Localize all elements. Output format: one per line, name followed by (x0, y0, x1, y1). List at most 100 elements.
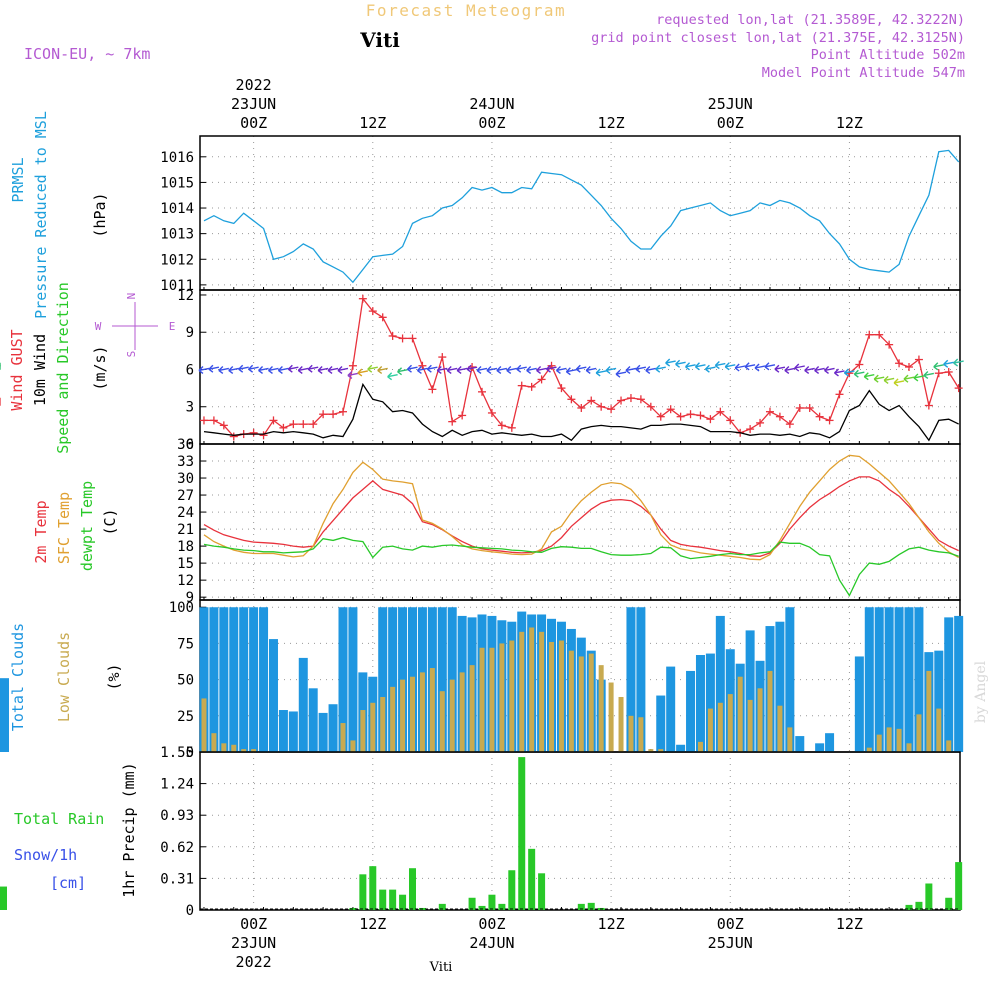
arrow-shaft (635, 366, 647, 370)
wind-direction-arrow (238, 364, 249, 373)
low-cloud-bar (777, 705, 783, 752)
low-cloud-bar (658, 749, 664, 752)
precip-bar (468, 897, 476, 910)
pressure-ytick-label: 1016 (160, 150, 194, 166)
wind-direction-arrow (317, 365, 329, 375)
wind-direction-arrow (267, 365, 279, 375)
arrow-head-2 (307, 368, 313, 373)
pressure-ytick-label: 1012 (160, 252, 194, 268)
arrow-head-1 (943, 359, 949, 365)
low-cloud-bar (539, 631, 545, 752)
pressure-series-line (203, 149, 960, 284)
arrow-head-2 (327, 369, 333, 375)
arrow-shaft (556, 367, 567, 372)
arrow-head-2 (426, 368, 432, 373)
gust-marker (885, 340, 894, 349)
arrow-head-2 (605, 369, 611, 375)
gust-marker (438, 353, 447, 362)
top-axis-label: 24JUN (469, 95, 514, 113)
arrow-head-1 (267, 365, 273, 371)
gust-marker (954, 384, 963, 393)
gust-marker (775, 412, 784, 421)
low-cloud-bar (558, 640, 564, 752)
arrow-shaft (387, 374, 398, 378)
wind-frame (199, 289, 961, 445)
arrow-shaft (754, 365, 766, 369)
total-cloud-bar (795, 736, 805, 752)
wind-direction-arrow (218, 365, 229, 375)
total-cloud-bar (199, 607, 209, 752)
wind-direction-arrow (307, 364, 319, 373)
total-cloud-bar (318, 712, 328, 752)
arrow-head-2 (357, 372, 363, 377)
total-cloud-bar (378, 607, 388, 752)
wind-ytick-label: 6 (186, 362, 194, 378)
total-cloud-bar (219, 607, 229, 752)
arrow-shaft (943, 361, 954, 365)
gust-marker (865, 330, 874, 339)
wind-direction-arrow (635, 364, 647, 373)
total-cloud-bar (0, 678, 9, 752)
arrow-head-2 (556, 369, 561, 375)
arrow-head-2 (784, 369, 790, 375)
total-cloud-bar (626, 607, 636, 752)
arrow-shaft (834, 370, 845, 374)
gust-marker (656, 412, 665, 421)
wind-direction-arrow (387, 372, 398, 381)
temperature-series-sfc-temp (203, 454, 960, 561)
precip-bar (538, 873, 546, 910)
arrow-head-1 (407, 364, 412, 370)
wind-direction-arrow (605, 365, 617, 375)
total-cloud-bar (854, 656, 864, 752)
wind-label-speed-dir: Speed and Direction (54, 282, 72, 454)
gust-marker (497, 421, 506, 430)
arrow-head-1 (724, 362, 730, 368)
precip-axis-label: 1hr Precip (mm) (120, 762, 138, 897)
total-cloud-bar (308, 688, 318, 752)
low-cloud-bar (201, 698, 207, 752)
low-cloud-bar (241, 749, 247, 752)
arrow-shaft (397, 369, 408, 373)
gust-marker (199, 416, 208, 425)
arrow-head-2 (625, 369, 631, 375)
arrow-shaft (526, 367, 537, 372)
pressure-ytick-label: 1014 (160, 201, 194, 217)
low-cloud-bar (459, 672, 465, 752)
arrow-shaft (417, 367, 428, 372)
precip-bar (399, 894, 407, 910)
gust-marker (835, 390, 844, 399)
arrow-head-2 (724, 366, 730, 371)
arrow-shaft (486, 367, 498, 372)
temperature-labels: 2m Temp SFC Temp dewpt Temp (C) (32, 481, 119, 571)
precip-bar (587, 902, 595, 910)
arrow-head-2 (953, 362, 959, 367)
wind-direction-arrow (655, 364, 666, 373)
bottom-axis-label: 00Z (240, 915, 267, 933)
gust-marker (626, 394, 635, 403)
wind-series-10m-wind (203, 382, 959, 442)
cloud-labels: Total Clouds Low Clouds (%) (9, 623, 123, 731)
arrow-head-1 (923, 370, 929, 376)
arrow-head-1 (694, 362, 700, 368)
precip-ytick-label: 1.24 (160, 777, 194, 793)
arrow-head-2 (208, 368, 214, 373)
low-cloud-bar (469, 665, 475, 752)
arrow-head-1 (655, 364, 661, 370)
arrow-shaft (675, 361, 686, 365)
arrow-shaft (625, 367, 637, 372)
arrow-head-2 (297, 369, 303, 375)
low-cloud-bar (936, 708, 942, 752)
gust-marker (597, 402, 606, 411)
arrow-head-2 (933, 366, 939, 371)
temperature-ytick-label: 27 (177, 488, 194, 504)
low-cloud-bar (866, 747, 872, 752)
arrow-shaft (705, 366, 716, 370)
gust-marker (805, 403, 814, 412)
low-cloud-bar (568, 650, 574, 752)
gust-marker (557, 384, 566, 393)
total-cloud-bar (338, 607, 348, 752)
top-axis-label: 00Z (717, 114, 744, 132)
low-cloud-bar (628, 715, 634, 752)
wind-direction-arrow (595, 368, 607, 377)
low-cloud-bar (886, 727, 892, 752)
